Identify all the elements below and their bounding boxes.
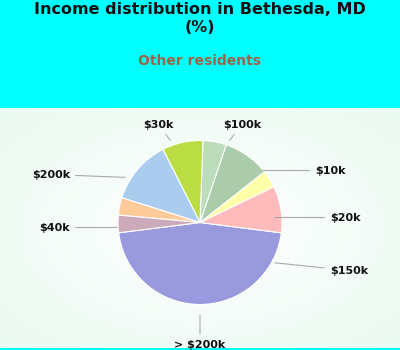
Wedge shape — [122, 149, 200, 223]
Text: > $200k: > $200k — [174, 315, 226, 350]
Text: $40k: $40k — [39, 223, 117, 232]
Text: $200k: $200k — [32, 169, 125, 180]
Wedge shape — [163, 140, 203, 223]
Text: $100k: $100k — [223, 119, 261, 140]
Wedge shape — [200, 145, 264, 223]
Wedge shape — [200, 187, 282, 233]
Wedge shape — [200, 141, 226, 223]
Text: $10k: $10k — [263, 166, 346, 175]
Wedge shape — [119, 223, 281, 304]
Wedge shape — [200, 172, 274, 223]
Text: Other residents: Other residents — [138, 54, 262, 68]
Text: $20k: $20k — [275, 212, 360, 223]
Wedge shape — [118, 215, 200, 233]
Text: $150k: $150k — [275, 263, 368, 275]
Text: Income distribution in Bethesda, MD
(%): Income distribution in Bethesda, MD (%) — [34, 2, 366, 35]
Wedge shape — [118, 198, 200, 223]
Text: $30k: $30k — [143, 119, 173, 140]
